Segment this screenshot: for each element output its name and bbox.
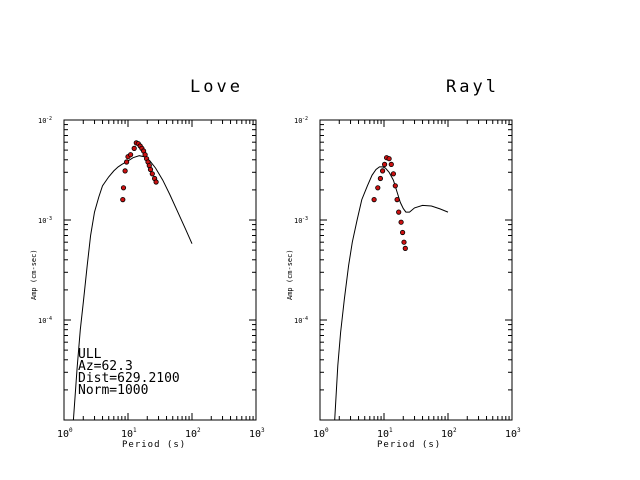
love-y-tick-label: 10 bbox=[38, 217, 46, 225]
love-observed-point bbox=[124, 159, 130, 165]
rayl-y-tick-label-exp: -2 bbox=[302, 116, 308, 122]
rayl-y-tick-label-exp: -4 bbox=[302, 316, 308, 322]
rayl-model-curve bbox=[334, 166, 449, 421]
rayl-y-tick-label: 10 bbox=[294, 317, 302, 325]
rayl-observed-point bbox=[401, 239, 407, 245]
rayl-x-tick-label-exp: 3 bbox=[517, 427, 521, 434]
annotation-line: Dist=629.2100 bbox=[78, 371, 180, 386]
rayl-observed-point bbox=[386, 156, 392, 162]
love-x-tick-label: 10 bbox=[185, 429, 197, 440]
rayl-observed-point bbox=[371, 197, 377, 203]
rayl-observed-point bbox=[381, 161, 388, 167]
love-model-curve bbox=[72, 155, 193, 421]
rayl-observed-point bbox=[390, 171, 396, 177]
rayl-x-tick-label: 10 bbox=[313, 429, 325, 440]
rayl-observed-point bbox=[377, 175, 383, 182]
love-x-tick-label-exp: 0 bbox=[69, 427, 73, 434]
love-x-tick-label: 10 bbox=[57, 429, 69, 440]
rayl-ylabel: Amp (cm-sec) bbox=[286, 249, 294, 300]
rayl-x-tick-label-exp: 0 bbox=[325, 427, 329, 434]
annotation-line: Az=62.3 bbox=[78, 359, 133, 374]
love-observed-point bbox=[147, 166, 154, 173]
rayl-y-tick-label-exp: -3 bbox=[302, 216, 308, 222]
rayl-observed-point bbox=[379, 168, 386, 174]
love-observed-point bbox=[128, 152, 134, 158]
love-title: Love bbox=[190, 77, 243, 97]
rayl-xlabel: Period (s) bbox=[377, 440, 441, 450]
love-x-tick-label-exp: 3 bbox=[261, 427, 265, 434]
love-x-tick-label-exp: 2 bbox=[197, 427, 201, 434]
rayl-observed-point bbox=[388, 161, 394, 167]
love-y-tick-label-exp: -2 bbox=[46, 116, 52, 122]
rayl-observed-point bbox=[398, 219, 404, 225]
rayl-x-tick-label: 10 bbox=[505, 429, 517, 440]
rayl-title: Rayl bbox=[446, 77, 499, 97]
love-y-tick-label: 10 bbox=[38, 317, 46, 325]
rayl-observed-point bbox=[375, 185, 381, 191]
rayl-x-tick-label-exp: 2 bbox=[453, 427, 457, 434]
love-panel: Love Period (s) Amp (cm-sec) ULL Az=62.3… bbox=[30, 77, 265, 450]
love-x-tick-label: 10 bbox=[249, 429, 261, 440]
love-xlabel: Period (s) bbox=[122, 440, 186, 450]
love-y-tick-label-exp: -4 bbox=[46, 316, 52, 322]
love-observed-point bbox=[120, 197, 126, 203]
love-observed-point bbox=[149, 171, 155, 177]
rayl-x-tick-label-exp: 1 bbox=[389, 427, 393, 434]
love-annotation: ULL Az=62.3 Dist=629.2100 Norm=1000 bbox=[78, 347, 188, 398]
rayl-plot-frame bbox=[319, 119, 513, 421]
love-x-tick-label-exp: 1 bbox=[133, 427, 137, 434]
rayl-panel: Rayl Period (s) Amp (cm-sec) 10 0 10 1 10 2 10… bbox=[286, 77, 521, 450]
rayl-observed-point bbox=[399, 229, 406, 236]
love-ylabel: Amp (cm-sec) bbox=[30, 249, 38, 300]
rayl-y-tick-label: 10 bbox=[294, 217, 302, 225]
love-observed-point bbox=[122, 168, 128, 174]
love-y-tick-label-exp: -3 bbox=[46, 216, 52, 222]
rayl-observed-point bbox=[402, 245, 408, 251]
annotation-line: Norm=1000 bbox=[78, 383, 148, 398]
love-plot-frame bbox=[63, 119, 257, 421]
love-y-tick-label: 10 bbox=[38, 117, 46, 125]
rayl-x-tick-label: 10 bbox=[441, 429, 453, 440]
love-x-tick-label: 10 bbox=[121, 429, 133, 440]
rayl-observed-point bbox=[396, 209, 402, 215]
rayl-observed-point bbox=[394, 197, 400, 203]
rayl-observed-point bbox=[392, 183, 398, 189]
love-observed-point bbox=[120, 185, 127, 191]
love-observed-point bbox=[153, 179, 159, 185]
rayl-y-tick-label: 10 bbox=[294, 117, 302, 125]
rayl-x-tick-label: 10 bbox=[377, 429, 389, 440]
love-observed-point bbox=[131, 145, 137, 151]
annotation-line: ULL bbox=[78, 347, 102, 362]
